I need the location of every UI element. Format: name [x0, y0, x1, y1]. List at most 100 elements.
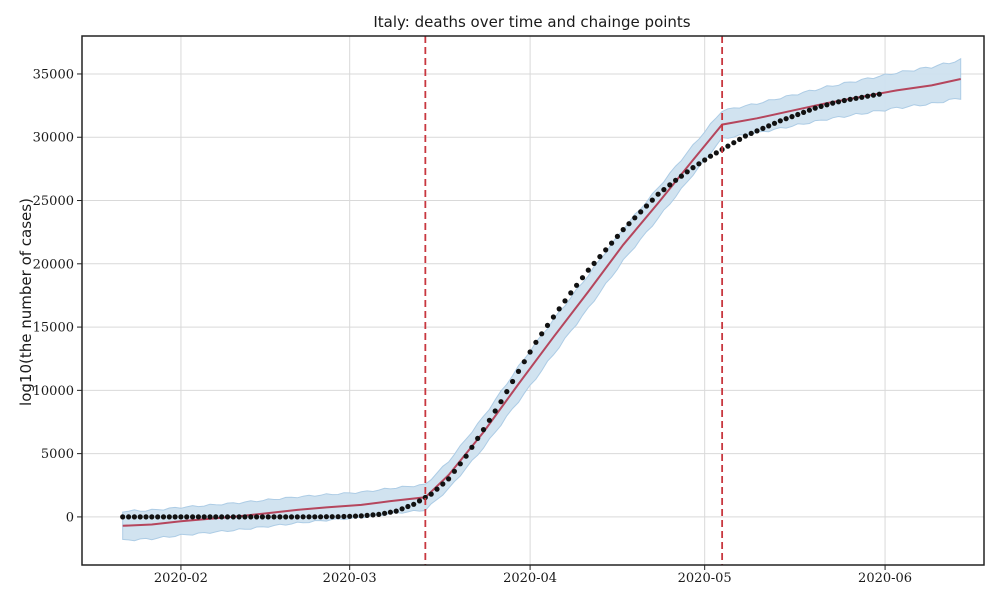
observed-point — [841, 97, 847, 104]
observed-point — [585, 267, 591, 273]
observed-point — [661, 187, 667, 193]
observed-point — [795, 111, 801, 118]
change-points — [424, 36, 724, 565]
observed-points — [120, 91, 882, 520]
observed-point — [562, 298, 568, 304]
observed-point — [201, 514, 207, 520]
confidence-band-area — [122, 57, 962, 542]
observed-point — [364, 512, 370, 519]
observed-point — [591, 260, 597, 266]
x-tick-label: 2020-04 — [503, 571, 557, 586]
y-tick-label: 15000 — [33, 321, 74, 336]
observed-point — [771, 120, 778, 126]
chart-title: Italy: deaths over time and chainge poin… — [373, 13, 690, 31]
observed-point — [568, 290, 574, 296]
x-tick-label: 2020-05 — [678, 571, 732, 586]
observed-point — [649, 197, 655, 203]
observed-point — [859, 94, 865, 100]
y-tick-label: 10000 — [33, 384, 74, 399]
observed-point — [312, 514, 318, 520]
observed-point — [539, 331, 545, 337]
observed-point — [422, 494, 428, 501]
observed-point — [335, 514, 341, 520]
plot-frame — [81, 35, 985, 566]
observed-point — [341, 513, 347, 520]
observed-point — [550, 314, 557, 320]
observed-point — [329, 514, 335, 520]
observed-point — [382, 510, 388, 516]
observed-point — [620, 227, 626, 233]
y-tick-label: 30000 — [33, 131, 74, 146]
observed-point — [835, 99, 842, 105]
observed-point — [451, 468, 457, 474]
observed-point — [731, 140, 737, 146]
observed-point — [556, 306, 562, 312]
observed-point — [579, 275, 586, 281]
observed-point — [271, 514, 277, 520]
observed-point — [184, 514, 190, 520]
observed-point — [690, 165, 696, 171]
observed-point — [469, 444, 475, 450]
observed-point — [213, 514, 219, 520]
observed-point — [323, 514, 329, 520]
observed-point — [393, 508, 399, 514]
observed-point — [387, 509, 393, 515]
observed-point — [294, 514, 300, 520]
observed-point — [277, 514, 283, 520]
observed-point — [789, 114, 795, 120]
fit-line — [122, 78, 961, 527]
observed-point — [283, 514, 289, 520]
observed-point — [306, 514, 312, 520]
observed-point — [655, 191, 661, 197]
observed-point — [830, 100, 836, 106]
observed-point — [416, 498, 423, 504]
observed-point — [609, 240, 615, 246]
y-tick-label: 5000 — [41, 447, 74, 462]
observed-point — [411, 501, 417, 507]
observed-point — [376, 511, 382, 517]
y-tick-label: 20000 — [33, 257, 74, 272]
x-tick-label: 2020-06 — [858, 571, 912, 586]
observed-point — [434, 486, 440, 492]
x-tick-label: 2020-02 — [154, 571, 208, 586]
observed-point — [492, 408, 498, 414]
x-tick-label: 2020-03 — [323, 571, 377, 586]
observed-point — [702, 157, 708, 163]
observed-point — [265, 514, 271, 520]
observed-point — [318, 514, 324, 520]
observed-point — [515, 368, 522, 374]
observed-point — [300, 514, 306, 520]
observed-point — [480, 427, 487, 433]
observed-point — [678, 173, 685, 179]
observed-point — [626, 221, 632, 227]
observed-point — [713, 150, 719, 156]
observed-point — [347, 513, 353, 519]
observed-point — [399, 506, 405, 512]
observed-point — [195, 514, 201, 520]
observed-point — [254, 514, 260, 520]
observed-point — [812, 105, 818, 111]
observed-point — [742, 133, 749, 139]
observed-point — [457, 461, 463, 467]
observed-point — [783, 116, 789, 122]
y-tick-label: 0 — [66, 510, 74, 525]
observed-point — [224, 514, 231, 520]
observed-point — [137, 514, 143, 520]
observed-point — [236, 514, 242, 520]
observed-point — [160, 514, 167, 520]
observed-point — [603, 247, 609, 253]
observed-point — [853, 95, 859, 101]
observed-point — [847, 96, 853, 102]
observed-point — [166, 514, 172, 520]
observed-point — [190, 514, 196, 520]
y-tick-label: 25000 — [33, 194, 74, 209]
observed-point — [725, 143, 731, 149]
observed-point — [248, 514, 254, 520]
observed-point — [463, 453, 469, 459]
observed-point — [358, 513, 364, 519]
observed-point — [673, 177, 679, 183]
observed-point — [498, 399, 504, 405]
observed-point — [643, 203, 650, 209]
observed-point — [149, 514, 155, 520]
